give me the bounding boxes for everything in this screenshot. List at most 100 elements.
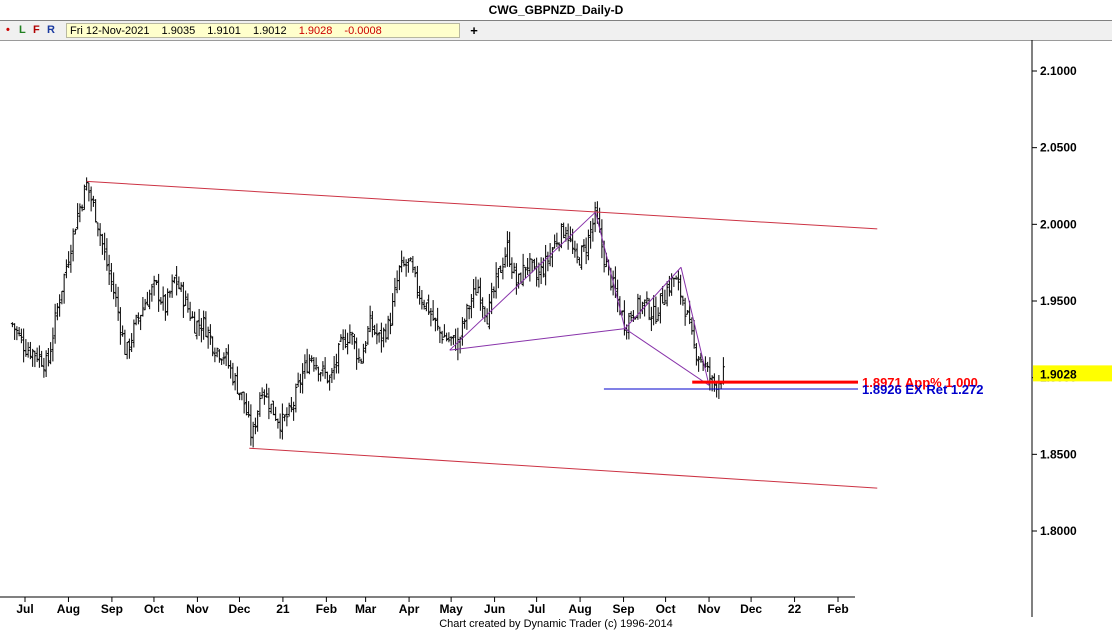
r-button[interactable]: R	[47, 24, 55, 36]
price-bar	[325, 371, 329, 384]
record-dot-button[interactable]: •	[6, 24, 10, 36]
price-bar	[649, 306, 653, 332]
price-bar	[676, 270, 680, 291]
price-bar	[145, 291, 149, 306]
price-bar	[449, 336, 453, 346]
pattern-lines	[449, 211, 710, 386]
price-bar	[37, 345, 41, 368]
y-tick-label: 2.1000	[1040, 64, 1077, 78]
x-tick-label: Jul	[528, 602, 545, 616]
price-bar	[544, 244, 548, 286]
price-bar	[116, 286, 120, 321]
f-button[interactable]: F	[33, 24, 40, 36]
price-bar	[368, 305, 372, 333]
price-bar	[413, 266, 417, 278]
price-bar	[303, 354, 307, 379]
price-bar	[591, 218, 595, 242]
price-bar	[627, 312, 631, 340]
price-bar	[706, 361, 710, 372]
price-bar	[636, 293, 640, 320]
price-bar	[143, 298, 147, 311]
price-bar	[271, 400, 275, 416]
price-bar	[109, 262, 113, 292]
price-bar	[226, 344, 230, 369]
price-bar	[553, 234, 557, 249]
x-tick-label: Sep	[613, 602, 635, 616]
price-bar	[492, 286, 496, 299]
pattern-line	[449, 211, 596, 351]
l-button[interactable]: L	[19, 24, 26, 36]
price-bar	[114, 283, 118, 307]
price-bar	[87, 182, 91, 202]
chart-window-title: CWG_GBPNZD_Daily-D	[0, 0, 1112, 21]
price-bar	[319, 372, 323, 382]
price-bar	[424, 302, 428, 312]
price-bar	[575, 243, 579, 264]
add-button[interactable]: +	[470, 23, 478, 38]
price-bar	[343, 329, 347, 349]
x-tick-label: Dec	[228, 602, 250, 616]
price-bar	[532, 258, 536, 270]
price-bar	[55, 303, 59, 321]
price-bar	[402, 256, 406, 267]
price-bar	[665, 281, 669, 307]
price-bar	[298, 373, 302, 394]
price-bar	[42, 357, 46, 378]
price-bar	[13, 323, 17, 340]
chart-frame	[0, 40, 1033, 617]
price-bar	[94, 199, 98, 223]
price-bar	[186, 293, 190, 313]
price-bar	[170, 274, 174, 298]
price-bar	[348, 324, 352, 344]
price-bar	[105, 238, 109, 271]
price-bar	[224, 347, 228, 367]
price-bar	[550, 246, 554, 268]
price-bar	[130, 333, 134, 353]
price-bars	[10, 177, 725, 448]
price-bar	[494, 262, 498, 299]
price-bar	[411, 255, 415, 273]
price-bar	[301, 363, 305, 394]
price-bar	[505, 231, 509, 267]
price-bar	[573, 240, 577, 258]
quote-date: Fri 12-Nov-2021	[70, 25, 150, 37]
price-chart[interactable]: 2.10002.05002.00001.95001.90001.85001.80…	[0, 40, 1112, 617]
price-bar	[397, 265, 401, 291]
x-axis: Jul Aug Sep Oct Nov Dec 21 Feb Mar Apr May Jun Jul Au…	[16, 597, 849, 616]
price-bar	[463, 318, 467, 329]
price-bar	[249, 404, 253, 446]
last-price-marker: 1.9028	[1033, 365, 1112, 382]
price-bar	[681, 295, 685, 306]
price-bar	[359, 358, 363, 364]
pattern-line	[624, 328, 710, 386]
price-bar	[341, 329, 345, 351]
price-bar	[222, 352, 226, 365]
price-bar	[593, 201, 597, 233]
price-bar	[258, 392, 262, 417]
quote-open: 1.9035	[161, 25, 196, 37]
price-bar	[445, 332, 449, 342]
price-bar	[674, 275, 678, 280]
price-bar	[163, 294, 167, 321]
price-bar	[78, 203, 82, 223]
price-bar	[215, 347, 219, 358]
last-price-label: 1.9028	[1040, 367, 1077, 381]
price-bar	[699, 352, 703, 363]
price-bar	[476, 279, 480, 294]
price-bar	[220, 358, 224, 365]
pattern-line	[449, 328, 625, 351]
price-bar	[429, 308, 433, 327]
price-bar	[40, 350, 44, 367]
price-bar	[289, 397, 293, 413]
price-bar	[685, 310, 689, 315]
price-bar	[96, 222, 100, 237]
ex-ret-level-label: 1.8926 EX Ret 1.272	[862, 382, 983, 397]
price-bar	[136, 312, 140, 325]
price-bar	[406, 258, 410, 273]
price-bar	[546, 251, 550, 272]
price-bar	[157, 273, 161, 312]
price-bar	[296, 372, 300, 388]
price-bar	[213, 347, 217, 363]
price-bar	[161, 286, 165, 311]
price-bar	[51, 327, 55, 362]
